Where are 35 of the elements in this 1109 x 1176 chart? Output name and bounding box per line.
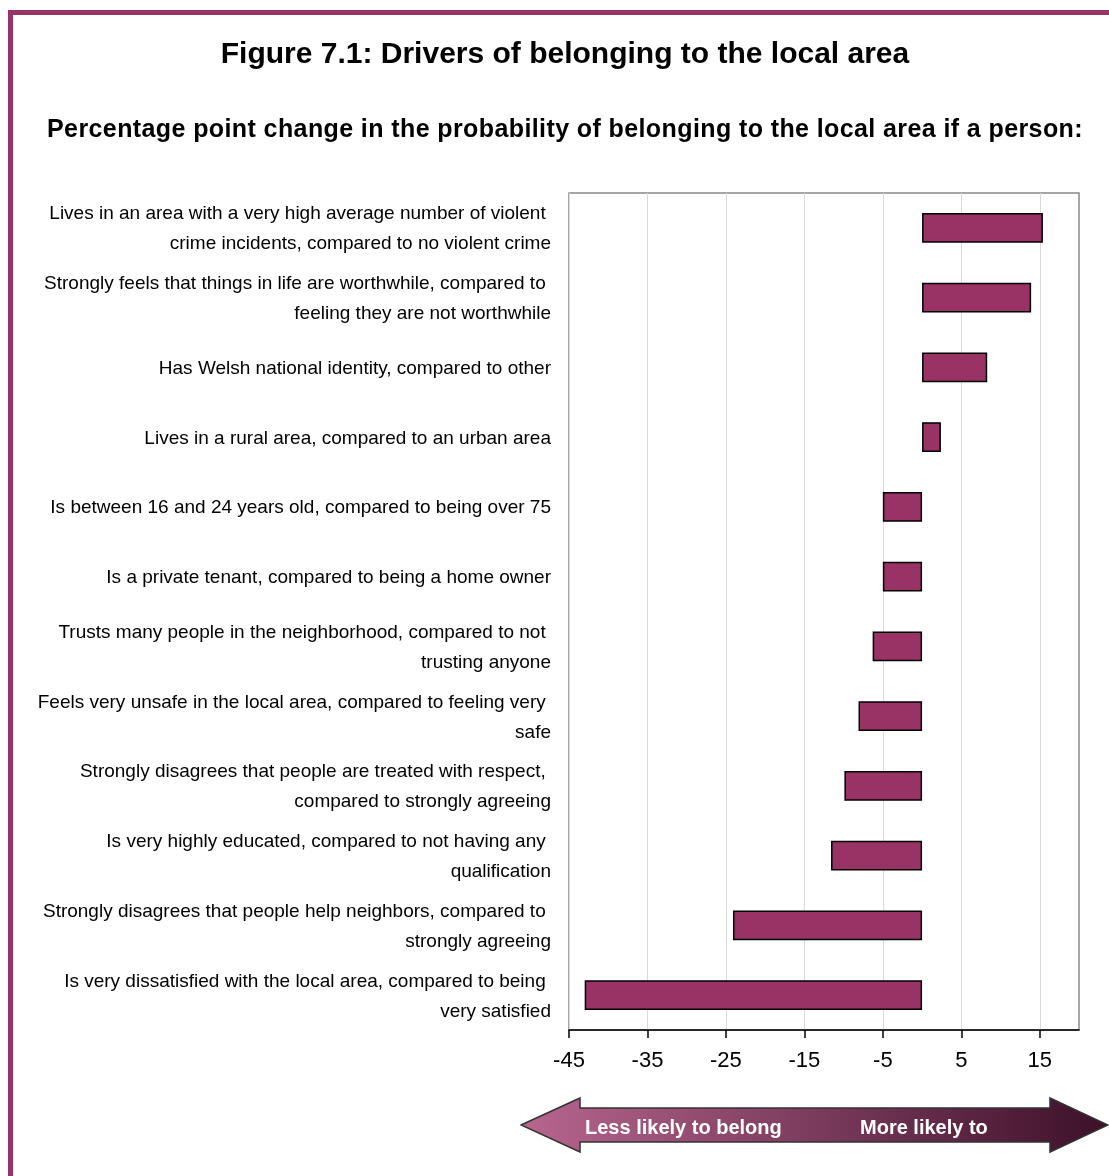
bar [882,491,923,522]
y-tick-label: Is very dissatisfied with the local area, compared to being very satisfied [64,969,551,1021]
y-tick-label: Is a private tenant, compared to being a home owner [106,566,552,588]
bar [922,422,941,453]
text: More likely to [860,1116,988,1139]
bar [922,282,1032,313]
y-tick-label: Lives in a rural area, compared to an urban area [144,426,552,448]
y-tick-label: Strongly feels that things in life are worthwhile, compared to feeling they are not worthwhile [44,272,551,324]
bar [584,980,923,1011]
bar [922,352,988,383]
bar [858,701,923,732]
y-tick-label: Has Welsh national identity, compared to other [158,356,552,378]
y-tick-label: Feels very unsafe in the local area, compared to feeling very safe [37,690,551,742]
y-tick-label: Strongly disagrees that people help neighbors, compared to strongly agreeing [42,899,551,951]
text: Less likely to belong [585,1116,782,1139]
bar [831,840,923,871]
bar [844,770,923,801]
chart-title: Figure 7.1: Drivers of belonging to the local area [219,36,911,70]
x-tick-label: 5 [955,1046,968,1072]
bar [872,631,923,662]
x-tick-label: -5 [873,1046,893,1072]
x-tick-label: -45 [553,1046,585,1072]
y-tick-label: Is very highly educated, compared to not having any qualification [106,830,551,882]
bar [882,561,923,592]
bar [732,910,923,941]
x-tick-label: 15 [1027,1046,1053,1072]
x-tick-label: -35 [631,1046,664,1072]
y-tick-label: Lives in an area with a very high average number of violent crime incidents, compared to no violent crime [49,202,551,254]
chart-subtitle: Percentage point change in the probability of belonging to the local area if a person: [46,113,1084,144]
x-tick-label: -25 [710,1046,742,1072]
y-tick-label: Trusts many people in the neighborhood, compared to not trusting anyone [58,620,551,672]
x-tick-label: -15 [788,1046,821,1072]
bar [922,212,1043,243]
y-tick-label: Strongly disagrees that people are treated with respect, compared to strongly agreeing [79,760,551,812]
y-tick-label: Is between 16 and 24 years old, compared to being over 75 [50,496,551,518]
